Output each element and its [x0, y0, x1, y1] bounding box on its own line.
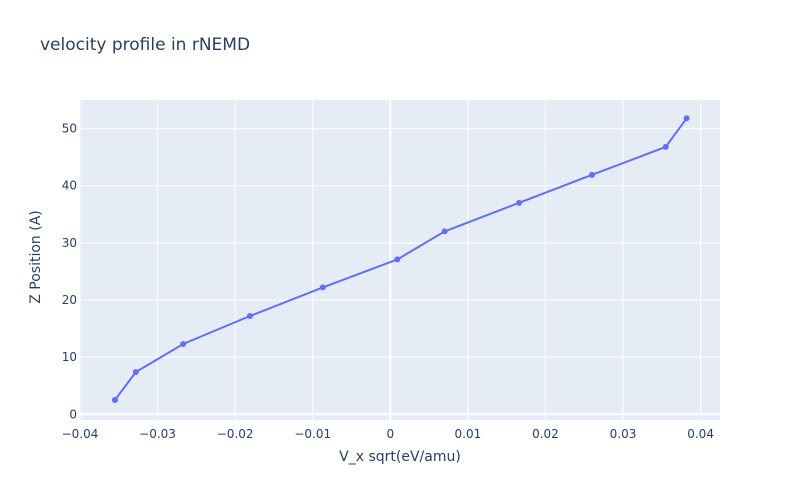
- data-point: [246, 313, 253, 319]
- y-tick-label: 40: [62, 179, 77, 193]
- x-axis-title: V_x sqrt(eV/amu): [339, 449, 461, 465]
- data-point: [516, 199, 523, 206]
- x-tick-labels: −0.04 −0.03 −0.02 −0.01 0 0.01 0.02 0.03 0.04: [62, 427, 714, 441]
- y-tick-label: 10: [62, 350, 77, 364]
- x-tick-label: 0: [386, 427, 394, 441]
- x-tick-label: −0.02: [217, 427, 254, 441]
- data-point: [111, 397, 118, 403]
- y-tick-label: 20: [62, 293, 77, 307]
- chart-title: velocity profile in rNEMD: [40, 35, 250, 55]
- y-tick-label: 30: [62, 236, 77, 250]
- data-point: [662, 143, 669, 150]
- y-tick-label: 0: [69, 407, 77, 421]
- y-axis-title: Z Position (A): [28, 210, 44, 304]
- x-tick-label: −0.04: [62, 427, 99, 441]
- data-point: [441, 228, 448, 235]
- y-tick-labels: 0 10 20 30 40 50: [62, 122, 77, 422]
- data-point: [132, 369, 139, 375]
- x-tick-label: 0.01: [455, 427, 482, 441]
- x-tick-label: −0.01: [294, 427, 331, 441]
- data-points: [111, 115, 690, 403]
- y-tick-label: 50: [62, 122, 77, 136]
- data-point: [180, 341, 187, 347]
- data-point: [319, 284, 326, 291]
- grid-lines: [79, 100, 720, 420]
- x-tick-label: 0.03: [610, 427, 637, 441]
- x-tick-label: 0.04: [687, 427, 714, 441]
- x-tick-label: 0.02: [532, 427, 559, 441]
- data-point: [394, 256, 401, 263]
- data-point: [683, 115, 690, 122]
- data-point: [589, 171, 595, 178]
- x-tick-label: −0.03: [139, 427, 176, 441]
